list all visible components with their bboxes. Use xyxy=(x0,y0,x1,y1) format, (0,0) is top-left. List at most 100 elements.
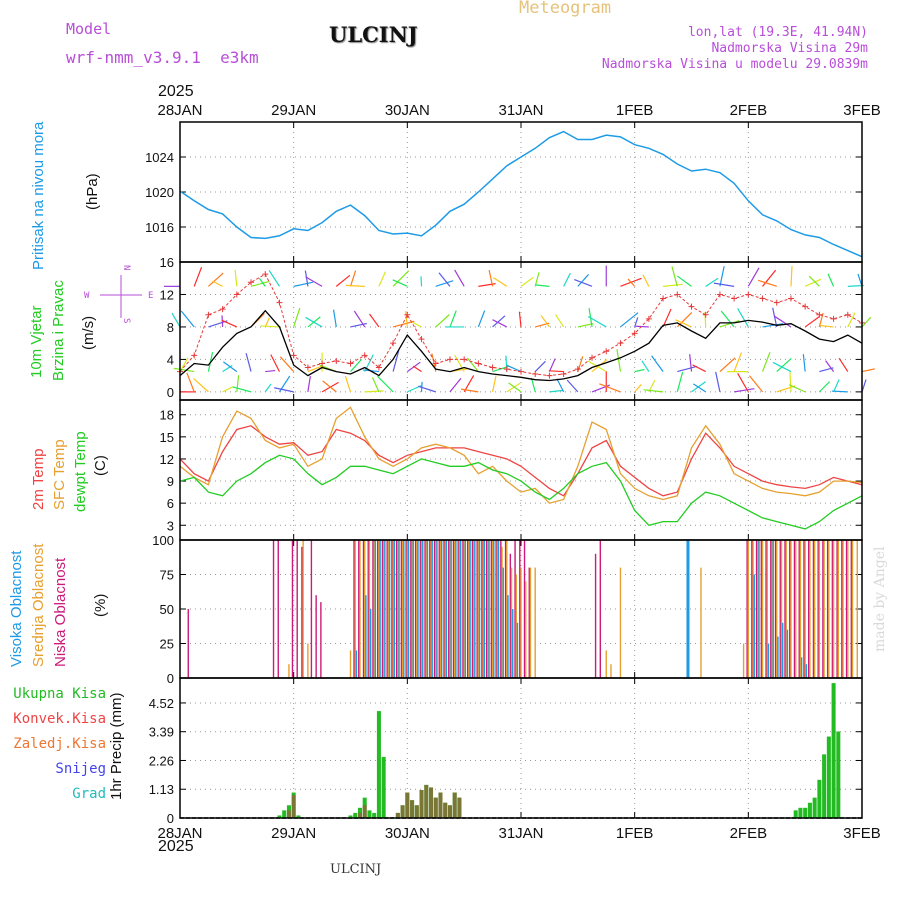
wind-arrow xyxy=(518,311,522,328)
wind-arrow xyxy=(345,284,365,287)
wind-arrow xyxy=(493,277,508,287)
wind-gust-marker xyxy=(304,364,311,371)
wind-arrow xyxy=(180,310,195,328)
time-label-top: 29JAN xyxy=(271,102,316,119)
wind-gust-marker xyxy=(489,364,496,371)
wind-arrow xyxy=(705,277,719,287)
wind-arrow xyxy=(534,272,540,287)
model-name: wrf-nmm_v3.9.1 e3km xyxy=(66,48,259,67)
precip-total-bar xyxy=(812,797,817,818)
wind-gust-marker xyxy=(716,291,723,298)
wind-arrow xyxy=(675,319,692,328)
wind-arrow xyxy=(305,276,323,287)
wind-arrow xyxy=(305,316,323,328)
y-tick-label: 4 xyxy=(167,352,174,367)
precip-conv-bar xyxy=(438,792,443,818)
wind-arrow xyxy=(258,277,266,287)
wind-arrow xyxy=(530,377,536,393)
precip-conv-bar xyxy=(286,810,291,818)
wind-arrow xyxy=(599,383,621,393)
temp-2m-line xyxy=(179,425,863,497)
wind-arrow xyxy=(719,357,736,373)
precip-conv-bar xyxy=(395,812,400,818)
wind-arrow xyxy=(540,315,550,328)
wind-arrow xyxy=(548,358,556,372)
wind-arrow xyxy=(492,315,506,328)
time-label-top: 2FEB xyxy=(730,102,768,119)
precip-total-bar xyxy=(372,812,377,818)
legend-conv-rain: Konvek.Kisa xyxy=(13,711,106,727)
wind-arrow xyxy=(344,375,352,393)
y-tick-label: 15 xyxy=(160,430,174,445)
wind-arrow xyxy=(492,365,509,373)
time-label-top: 30JAN xyxy=(385,102,430,119)
wind-arrow xyxy=(392,320,415,328)
y-tick-label: 75 xyxy=(160,568,174,583)
wind-arrow xyxy=(634,368,645,373)
footer-station: ULCINJ xyxy=(330,862,382,877)
y-tick-label: 1020 xyxy=(145,185,174,200)
wind-arrow xyxy=(460,388,479,393)
precip-conv-bar xyxy=(357,812,362,818)
wind-arrow xyxy=(506,382,521,393)
wind-arrow xyxy=(676,371,684,393)
wind-gust-marker xyxy=(319,360,326,367)
wind-arrow xyxy=(549,389,564,393)
wind-arrow xyxy=(819,324,834,328)
wind-arrow xyxy=(488,269,494,287)
wind-arrow xyxy=(825,360,835,372)
year-label-top: 2025 xyxy=(158,83,194,100)
wind-arrow xyxy=(270,354,280,372)
station-title: ULCINJ xyxy=(329,22,418,47)
wind-arrow xyxy=(634,317,639,328)
time-label-bottom: 29JAN xyxy=(271,825,316,842)
precip-total-bar xyxy=(798,807,803,818)
wind-arrow xyxy=(222,364,233,373)
wind-gust-marker xyxy=(290,352,297,359)
meteogram-title: Meteogram xyxy=(519,0,612,18)
wind-arrow xyxy=(676,275,692,287)
precip-conv-bar xyxy=(424,784,429,818)
wind-gust-marker xyxy=(560,371,567,378)
wind-arrow xyxy=(221,319,238,328)
wind-arrow xyxy=(449,377,462,393)
wind-arrow xyxy=(350,358,363,372)
wind-arrow xyxy=(392,350,400,372)
wind-arrow xyxy=(757,279,777,287)
wind-arrow xyxy=(466,357,479,372)
dewpoint-line xyxy=(179,454,863,530)
wind-arrow xyxy=(378,271,386,287)
wind-arrow xyxy=(264,317,270,328)
y-tick-label: 16 xyxy=(160,255,174,270)
wind-arrow xyxy=(802,354,806,372)
wind-arrow xyxy=(772,361,792,373)
wind-arrow xyxy=(171,312,181,328)
wind-arrow xyxy=(616,349,622,372)
wind-gust-marker xyxy=(589,354,596,361)
wind-arrow xyxy=(847,284,864,287)
wind-gust-marker xyxy=(432,360,439,367)
wind-gust-marker xyxy=(688,303,695,310)
wind-arrow xyxy=(438,272,451,287)
wind-arrow xyxy=(651,355,664,372)
y-tick-label: 12 xyxy=(160,452,174,467)
wind-arrow xyxy=(563,272,571,287)
wind-arrow xyxy=(245,353,252,372)
time-label-bottom: 2FEB xyxy=(730,825,768,842)
time-label-top: 3FEB xyxy=(843,102,881,119)
wind-arrow xyxy=(641,360,650,372)
wind-arrow xyxy=(369,313,380,328)
wind-arrow xyxy=(491,375,497,393)
wind-arrow xyxy=(761,351,771,372)
wind-gust-marker xyxy=(205,311,212,318)
wind-arrow xyxy=(223,361,238,373)
wind-arrow xyxy=(371,377,380,393)
precip-conv-bar xyxy=(362,805,367,818)
y-tick-label: 1016 xyxy=(145,220,174,235)
wind-arrow xyxy=(677,365,698,373)
wind-arrow xyxy=(478,283,496,287)
wind-arrow xyxy=(790,266,793,287)
wind-gust-marker xyxy=(603,348,610,355)
wind-arrow xyxy=(634,384,642,393)
wind-gust-marker xyxy=(830,315,837,322)
